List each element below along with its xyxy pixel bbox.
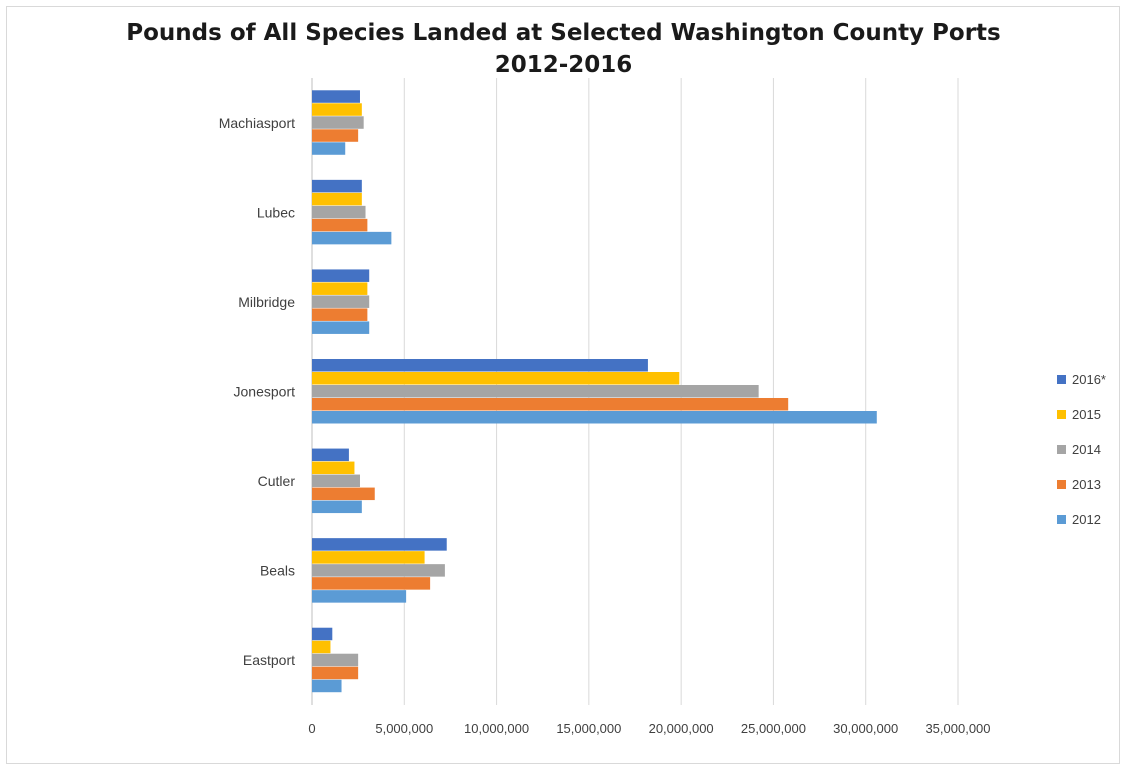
x-tick-label: 10,000,000 — [464, 721, 529, 736]
bar — [312, 269, 370, 282]
bar — [312, 538, 447, 551]
x-tick-label: 20,000,000 — [649, 721, 714, 736]
bar — [312, 577, 431, 590]
bar — [312, 385, 759, 398]
x-tick-label: 5,000,000 — [375, 721, 433, 736]
bar — [312, 564, 445, 577]
x-tick-label: 15,000,000 — [556, 721, 621, 736]
category-label: Eastport — [243, 652, 295, 668]
bar — [312, 218, 368, 232]
category-label: Cutler — [258, 473, 296, 489]
bar — [312, 142, 346, 155]
legend-swatch — [1057, 410, 1066, 419]
bar — [312, 321, 370, 334]
bar — [312, 590, 407, 603]
bar — [312, 666, 359, 680]
bar — [312, 282, 368, 295]
x-tick-labels: 0 5,000,000 10,000,000 15,000,000 20,000,000… — [308, 721, 990, 736]
legend-item: 2016* — [1057, 362, 1106, 397]
bar — [312, 627, 333, 641]
legend-item: 2013 — [1057, 467, 1106, 502]
chart-frame — [6, 6, 1120, 764]
bar — [312, 551, 425, 564]
bar — [312, 308, 368, 321]
bar — [312, 116, 364, 129]
legend-label: 2014 — [1072, 442, 1101, 457]
legend-item: 2014 — [1057, 432, 1106, 467]
bar — [312, 372, 680, 385]
bar — [312, 487, 375, 501]
category-label: Machiasport — [219, 115, 295, 131]
legend-item: 2015 — [1057, 397, 1106, 432]
x-tick-label: 0 — [308, 721, 315, 736]
bar — [312, 398, 789, 411]
category-labels: Machiasport Lubec Milbridge Jonesport Cutler… — [219, 115, 296, 668]
bar — [312, 90, 360, 103]
bar — [312, 411, 877, 424]
chart-subtitle: 2012-2016 — [494, 52, 633, 78]
chart-title: Pounds of All Species Landed at Selected… — [126, 20, 1001, 46]
bar — [312, 231, 392, 245]
bar — [312, 129, 359, 142]
bar — [312, 448, 349, 462]
bar — [312, 192, 362, 206]
legend-label: 2016* — [1072, 372, 1106, 387]
legend-label: 2013 — [1072, 477, 1101, 492]
bar — [312, 461, 355, 475]
bar — [312, 679, 342, 693]
bar — [312, 359, 648, 372]
bar — [312, 295, 370, 308]
bar — [312, 474, 360, 488]
x-tick-label: 30,000,000 — [833, 721, 898, 736]
legend-swatch — [1057, 445, 1066, 454]
bar — [312, 640, 331, 654]
bars — [312, 90, 877, 693]
legend-label: 2012 — [1072, 512, 1101, 527]
bar — [312, 653, 359, 667]
bar — [312, 205, 366, 219]
x-tick-label: 25,000,000 — [741, 721, 806, 736]
category-label: Beals — [260, 563, 295, 579]
legend-item: 2012 — [1057, 502, 1106, 537]
legend-swatch — [1057, 515, 1066, 524]
category-label: Milbridge — [238, 294, 295, 310]
legend-swatch — [1057, 375, 1066, 384]
bar — [312, 179, 362, 193]
bar — [312, 500, 362, 514]
category-label: Lubec — [257, 204, 295, 220]
category-label: Jonesport — [234, 384, 296, 400]
x-tick-label: 35,000,000 — [925, 721, 990, 736]
legend: 2016* 2015 2014 2013 2012 — [1057, 362, 1106, 537]
bar — [312, 103, 362, 116]
legend-label: 2015 — [1072, 407, 1101, 422]
legend-swatch — [1057, 480, 1066, 489]
